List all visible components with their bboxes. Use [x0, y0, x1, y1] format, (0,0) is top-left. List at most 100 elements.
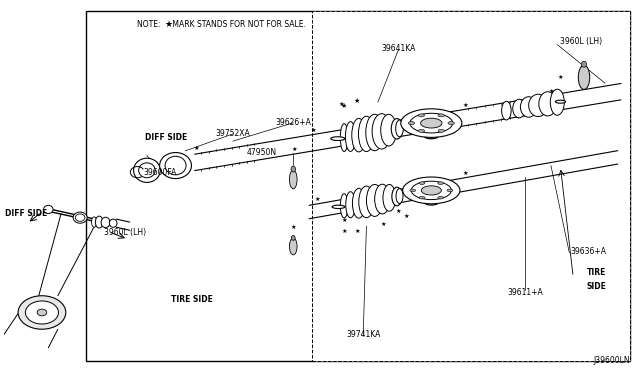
Ellipse shape — [26, 301, 58, 324]
Text: ★: ★ — [341, 218, 347, 223]
Text: ★: ★ — [292, 147, 298, 152]
Ellipse shape — [448, 122, 454, 125]
Ellipse shape — [367, 185, 383, 217]
Ellipse shape — [291, 166, 296, 172]
Text: 3960L (LH): 3960L (LH) — [104, 228, 146, 237]
Text: ★: ★ — [557, 75, 563, 80]
Ellipse shape — [539, 92, 557, 116]
Ellipse shape — [556, 100, 566, 103]
Text: ★: ★ — [341, 230, 347, 234]
Ellipse shape — [18, 296, 66, 329]
Text: DIFF SIDE: DIFF SIDE — [145, 133, 187, 142]
Bar — [86, 11, 630, 361]
Ellipse shape — [353, 188, 365, 218]
Ellipse shape — [159, 153, 191, 179]
Ellipse shape — [73, 212, 87, 223]
Text: ★: ★ — [396, 209, 401, 214]
Ellipse shape — [359, 186, 374, 218]
Ellipse shape — [582, 61, 586, 67]
Text: ★: ★ — [315, 197, 320, 202]
Ellipse shape — [366, 114, 383, 151]
Ellipse shape — [418, 114, 424, 117]
Ellipse shape — [139, 163, 155, 178]
Ellipse shape — [502, 101, 511, 120]
Text: 39600FA: 39600FA — [143, 169, 176, 177]
Ellipse shape — [520, 97, 537, 117]
Ellipse shape — [37, 309, 47, 316]
Text: ★: ★ — [311, 128, 316, 132]
Ellipse shape — [410, 189, 415, 192]
Ellipse shape — [109, 219, 117, 227]
Text: 39741KA: 39741KA — [346, 330, 380, 339]
Ellipse shape — [419, 196, 425, 199]
Ellipse shape — [438, 114, 444, 117]
Text: ★: ★ — [355, 229, 360, 234]
Ellipse shape — [95, 216, 103, 228]
Ellipse shape — [401, 109, 462, 137]
Ellipse shape — [412, 181, 451, 200]
Ellipse shape — [291, 235, 295, 240]
Ellipse shape — [358, 116, 374, 151]
Ellipse shape — [421, 186, 442, 195]
Text: J39600LN: J39600LN — [594, 356, 630, 365]
Text: ★: ★ — [164, 20, 173, 29]
Ellipse shape — [418, 129, 424, 132]
Ellipse shape — [346, 192, 355, 218]
Text: SIDE: SIDE — [586, 282, 607, 291]
Ellipse shape — [340, 194, 348, 218]
Text: TIRE: TIRE — [586, 268, 606, 277]
Ellipse shape — [372, 114, 391, 149]
Ellipse shape — [165, 156, 186, 175]
Ellipse shape — [438, 182, 444, 185]
Ellipse shape — [346, 122, 356, 151]
Ellipse shape — [44, 205, 53, 214]
Text: 39636+A: 39636+A — [570, 247, 606, 256]
Ellipse shape — [447, 189, 452, 192]
Bar — [312, 11, 630, 361]
Ellipse shape — [408, 122, 415, 125]
Text: ★: ★ — [354, 98, 360, 104]
Ellipse shape — [420, 118, 442, 128]
Text: MARK STANDS FOR NOT FOR SALE.: MARK STANDS FOR NOT FOR SALE. — [170, 20, 307, 29]
Ellipse shape — [410, 113, 452, 133]
Text: ★: ★ — [291, 225, 297, 230]
Text: ★: ★ — [380, 222, 386, 227]
Ellipse shape — [381, 114, 397, 146]
Text: ★: ★ — [463, 171, 468, 176]
Text: 39641KA: 39641KA — [381, 44, 415, 53]
Ellipse shape — [403, 177, 460, 204]
Text: 39626+A: 39626+A — [275, 118, 311, 127]
Ellipse shape — [438, 196, 444, 199]
Text: ★: ★ — [404, 214, 410, 219]
Ellipse shape — [396, 120, 403, 137]
Ellipse shape — [289, 238, 297, 255]
Ellipse shape — [550, 89, 564, 115]
Ellipse shape — [340, 124, 348, 151]
Ellipse shape — [438, 129, 444, 132]
Ellipse shape — [101, 217, 110, 228]
Ellipse shape — [579, 65, 589, 89]
Ellipse shape — [331, 137, 345, 141]
Ellipse shape — [332, 205, 345, 209]
Ellipse shape — [529, 94, 548, 116]
Ellipse shape — [76, 214, 85, 221]
Text: ★: ★ — [463, 103, 468, 108]
Ellipse shape — [391, 119, 403, 139]
Text: 47950N: 47950N — [246, 148, 276, 157]
Text: ★: ★ — [193, 146, 199, 151]
Text: NOTE:: NOTE: — [138, 20, 163, 29]
Ellipse shape — [92, 217, 97, 227]
Ellipse shape — [396, 189, 403, 203]
Ellipse shape — [392, 187, 402, 206]
Text: ★: ★ — [548, 89, 554, 94]
Text: 39611+A: 39611+A — [508, 288, 543, 296]
Text: DIFF SIDE: DIFF SIDE — [5, 209, 47, 218]
Text: TIRE SIDE: TIRE SIDE — [170, 295, 212, 304]
Text: 3960L (LH): 3960L (LH) — [561, 37, 603, 46]
Text: ★: ★ — [341, 103, 348, 109]
Ellipse shape — [383, 185, 396, 211]
Ellipse shape — [374, 184, 390, 214]
Text: 39752XA: 39752XA — [216, 129, 250, 138]
Ellipse shape — [352, 118, 366, 152]
Ellipse shape — [513, 99, 525, 118]
